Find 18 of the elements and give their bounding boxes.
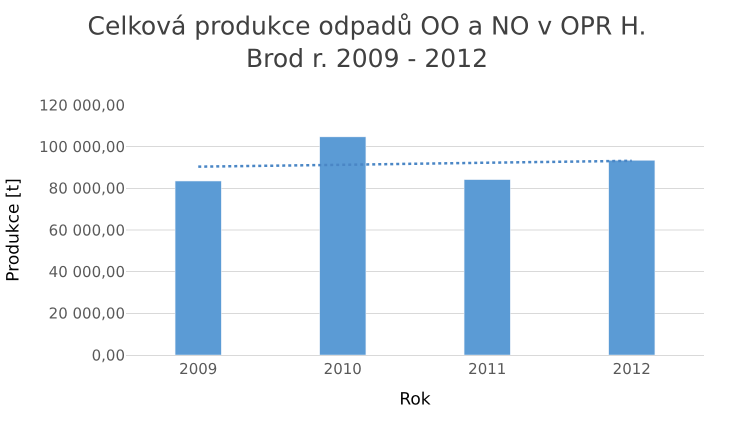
y-tick-label: 60 000,00	[48, 221, 125, 240]
bar	[608, 160, 656, 355]
y-tick-label: 20 000,00	[48, 304, 125, 323]
y-tick-label: 100 000,00	[39, 138, 125, 156]
y-tick-label: 0,00	[92, 346, 125, 364]
x-tick-label: 2010	[324, 360, 362, 378]
x-tick-label: 2012	[612, 360, 651, 378]
x-tick-label: 2009	[179, 360, 218, 378]
y-tick-label: 120 000,00	[39, 96, 125, 114]
y-axis-title: Produkce [t]	[4, 178, 24, 282]
y-tick-label: 80 000,00	[48, 180, 125, 198]
bar	[464, 179, 511, 355]
bar	[174, 180, 222, 355]
chart-title: Celková produkce odpadů OO a NO v OPR H. Brod r. 2009 - 2012	[88, 11, 646, 73]
x-tick-label: 2011	[468, 360, 506, 378]
bar	[319, 136, 366, 355]
x-axis-title: Rok	[399, 389, 431, 410]
y-tick-label: 40 000,00	[48, 262, 125, 281]
